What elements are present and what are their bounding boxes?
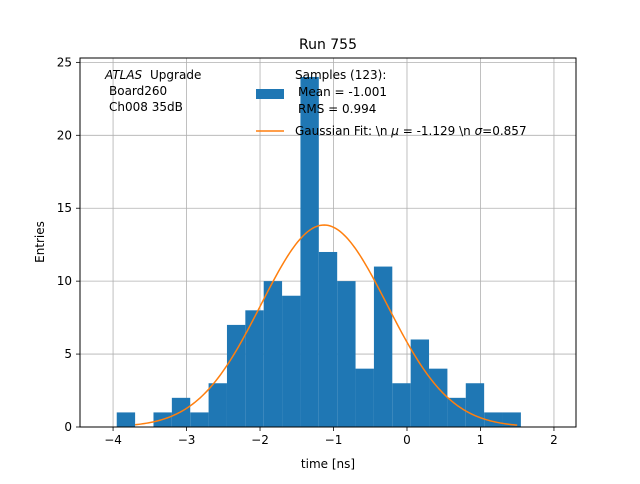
y-tick-label: 5 [64, 347, 72, 361]
atlas-label: ATLAS [104, 68, 143, 82]
legend: Samples (123): Mean = -1.001 RMS = 0.994… [256, 68, 527, 138]
svg-text:ATLAS Upgrade: ATLAS Upgrade [104, 68, 201, 82]
gaussian-fit [135, 224, 518, 426]
y-tick-label: 0 [64, 420, 72, 434]
chart-title: Run 755 [299, 37, 357, 53]
hist-bar [410, 339, 430, 427]
x-tick-label: −2 [251, 433, 269, 447]
legend-hist-swatch [256, 89, 284, 99]
hist-bar [355, 368, 374, 427]
legend-hist-name: Samples (123): [295, 68, 386, 82]
hist-bar [245, 310, 264, 427]
x-tick-label: −1 [325, 433, 343, 447]
annotation-line-1: Upgrade [150, 68, 201, 82]
legend-hist-mean: Mean = -1.001 [298, 85, 387, 99]
grid [80, 58, 576, 428]
hist-bar [263, 281, 283, 427]
x-tick-label: 0 [403, 433, 411, 447]
y-tick-label: 10 [57, 274, 72, 288]
hist-bar [300, 76, 319, 427]
atlas-annotation: ATLAS Upgrade Board260 Ch008 35dB [104, 68, 201, 114]
histogram-bars [116, 76, 521, 427]
x-axis-label: time [ns] [301, 457, 355, 471]
plot-frame [79, 57, 577, 428]
y-tick-label: 15 [57, 201, 72, 215]
y-tick-label: 25 [57, 55, 72, 69]
hist-bar [392, 383, 411, 427]
y-axis-label: Entries [33, 221, 47, 263]
fit-curve [135, 224, 518, 426]
hist-bar [190, 412, 209, 427]
hist-bar [318, 251, 338, 427]
hist-bar [208, 383, 227, 427]
hist-bar [337, 281, 356, 427]
hist-bar [447, 397, 466, 427]
hist-bar [465, 383, 485, 427]
x-tick-label: 2 [550, 433, 558, 447]
x-tick-label: −4 [104, 433, 122, 447]
hist-bar [226, 324, 246, 427]
hist-bar [282, 295, 301, 427]
legend-hist-rms: RMS = 0.994 [298, 102, 376, 116]
x-tick-label: −3 [178, 433, 196, 447]
y-axis-ticks: 0 5 10 15 20 25 [57, 55, 80, 434]
legend-fit-label: Gaussian Fit: \n μ = -1.129 \n σ=0.857 [295, 124, 527, 138]
hist-bar [484, 412, 503, 427]
y-tick-label: 20 [57, 128, 72, 142]
x-axis-ticks: −4 −3 −2 −1 0 1 2 [104, 427, 558, 447]
hist-bar [429, 368, 448, 427]
x-tick-label: 1 [477, 433, 485, 447]
hist-bar [116, 412, 136, 427]
hist-bar [373, 266, 393, 427]
annotation-line-2: Board260 [109, 84, 167, 98]
annotation-line-3: Ch008 35dB [109, 100, 183, 114]
